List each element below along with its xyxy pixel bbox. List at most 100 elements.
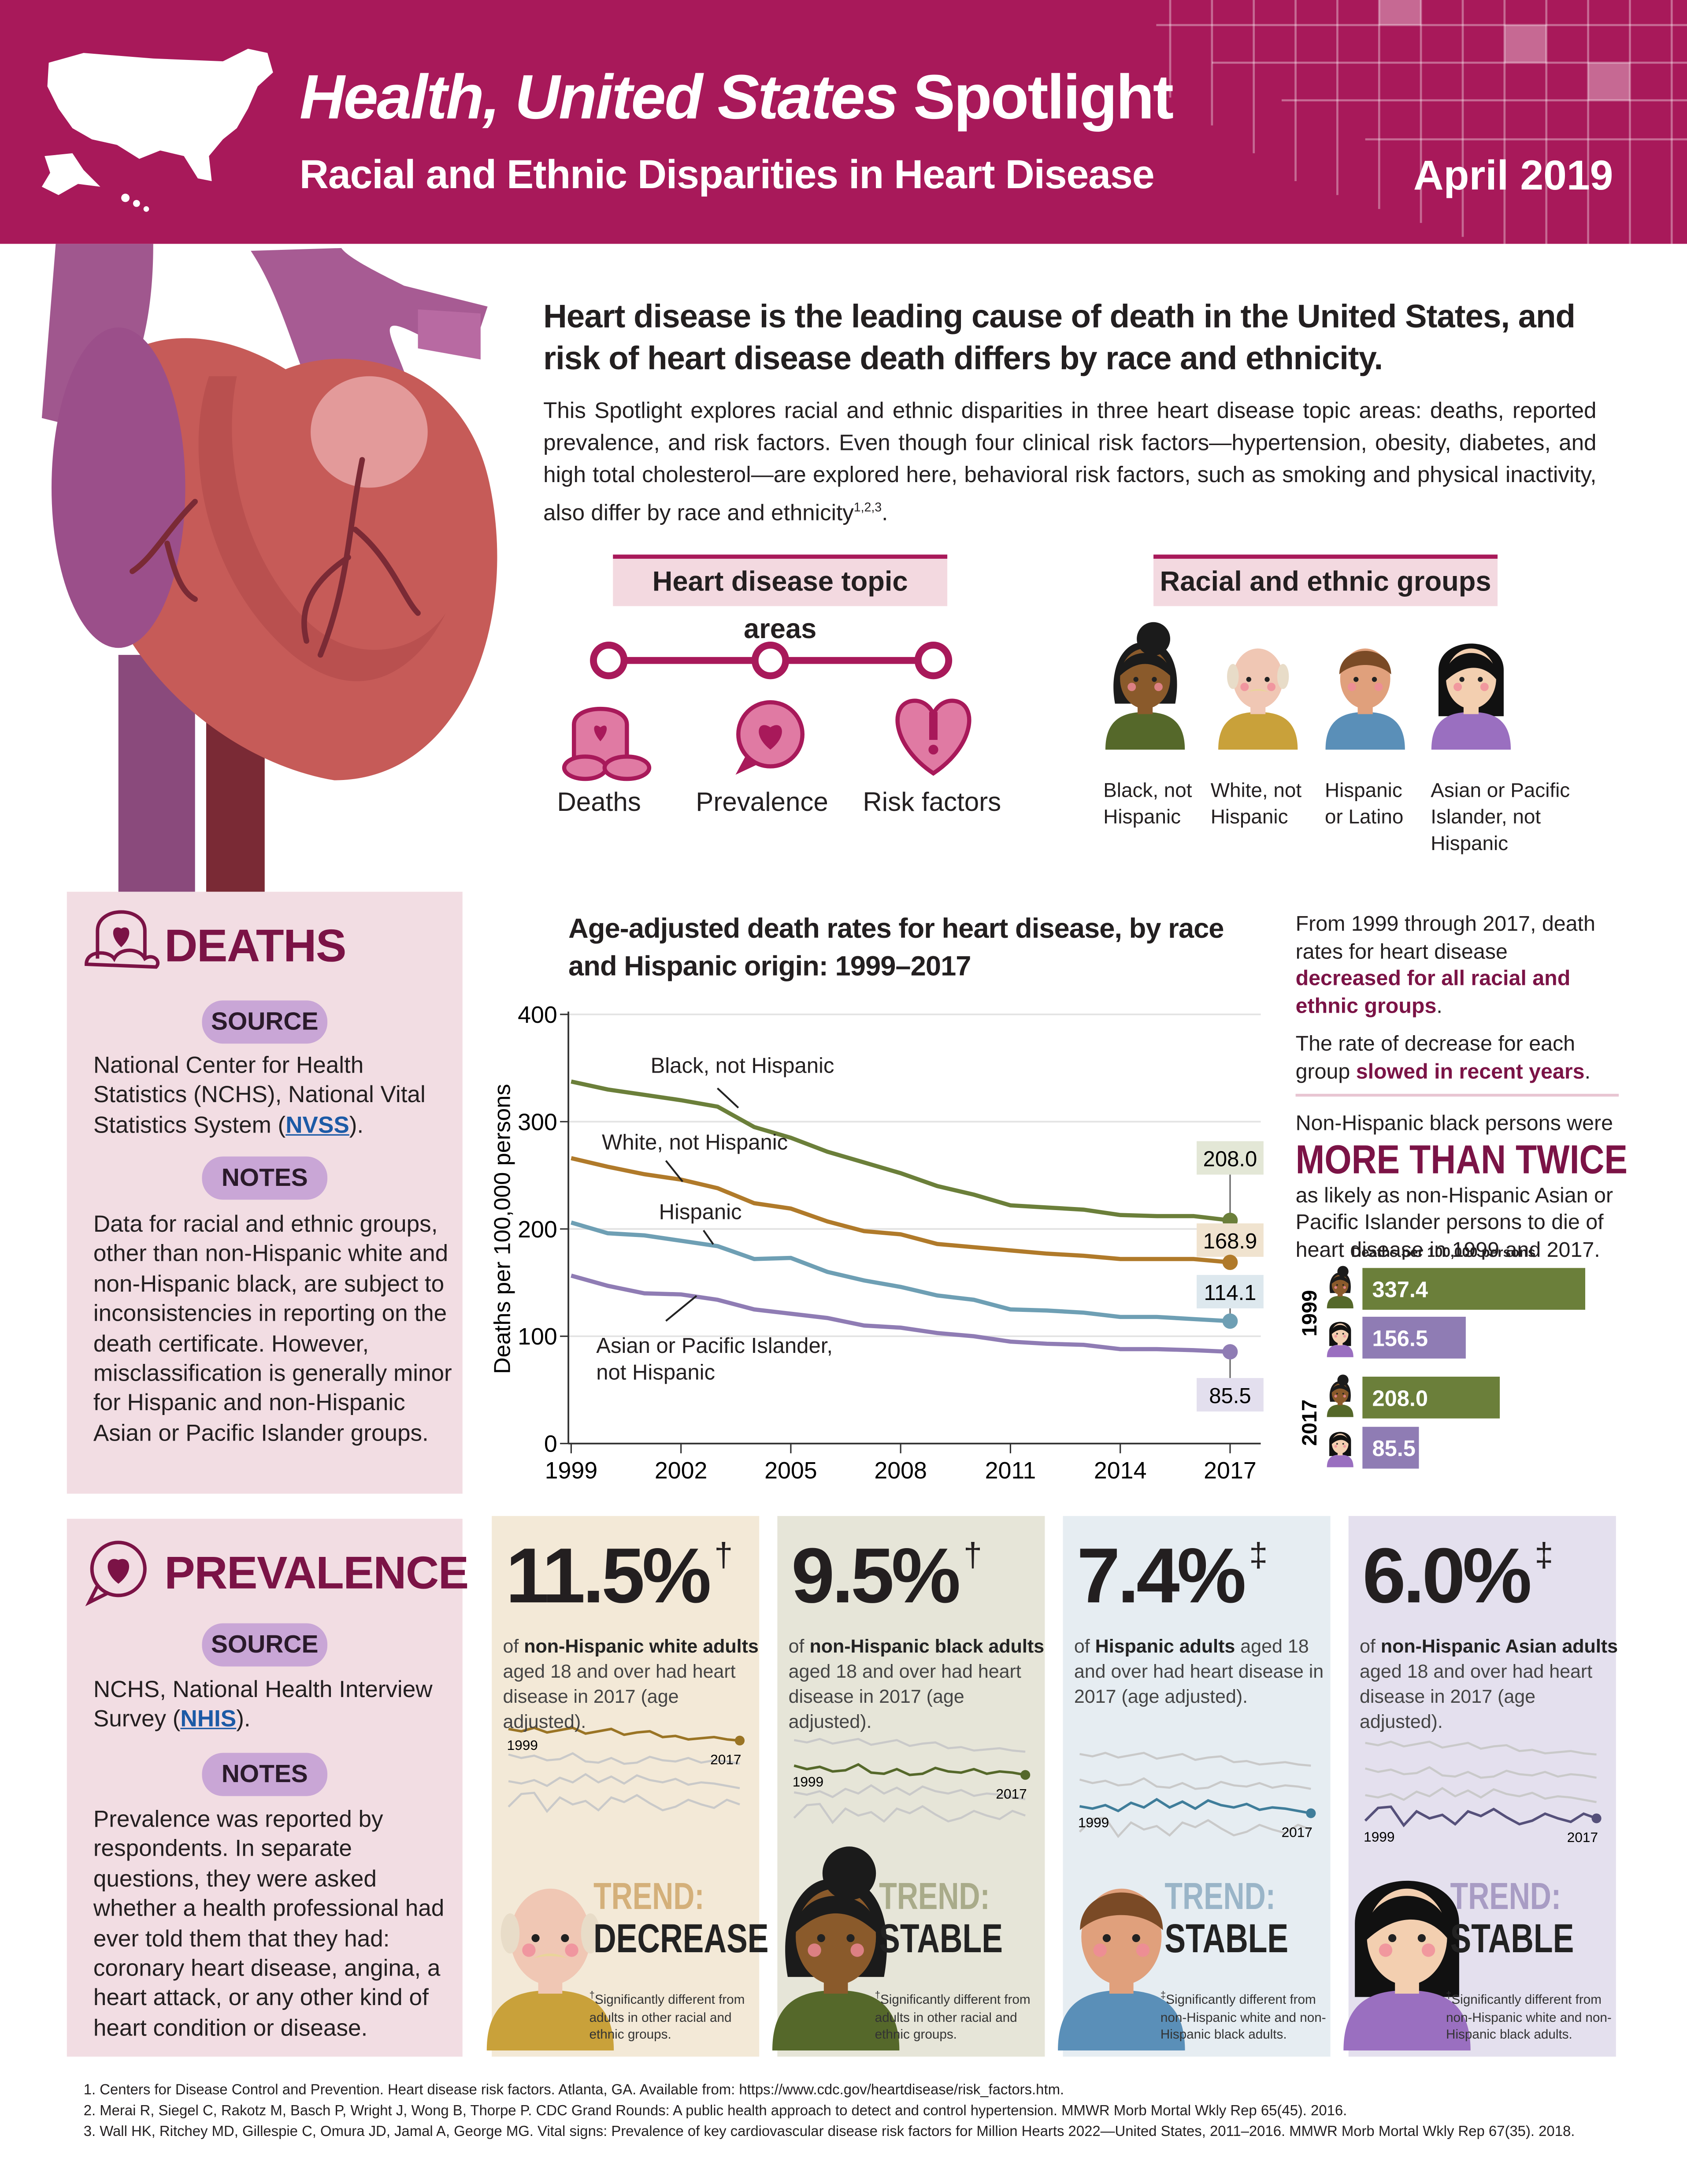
hair: [1331, 1435, 1350, 1445]
cheek: [1127, 683, 1136, 691]
pill-label: NOTES: [221, 1163, 308, 1192]
risk-factors-icon: [895, 698, 971, 776]
cheek: [1379, 1943, 1393, 1957]
shirt: [1325, 712, 1405, 750]
value-label: 114.1: [1204, 1281, 1256, 1305]
hair: [1331, 1385, 1349, 1393]
header-band: [0, 0, 1687, 244]
sparkline-end-label: 2017: [710, 1751, 741, 1767]
mustache: [1247, 689, 1268, 692]
hair: [1331, 1276, 1349, 1284]
value-label-box: [1197, 1141, 1264, 1175]
summary-text: From 1999 through 2017, death rates for …: [1295, 913, 1595, 964]
intro-text: This Spotlight explores racial and ethni…: [543, 398, 1597, 526]
series-name: Hispanic: [659, 1201, 742, 1225]
hair: [1227, 664, 1239, 689]
summary-emphasis: decreased for all racial and ethnic grou…: [1295, 967, 1571, 1018]
sparkline-start-label: 1999: [1364, 1829, 1394, 1845]
title-rest: Spotlight: [913, 61, 1174, 133]
series-name: Asian or Pacific Islander, not Hispanic: [596, 1335, 833, 1385]
cheek: [1136, 1943, 1150, 1957]
pill-label: SOURCE: [211, 1630, 319, 1658]
eye: [1132, 1934, 1140, 1943]
trend-label: TREND:: [1164, 1875, 1275, 1917]
title-rule: [613, 554, 948, 559]
intro-body: This Spotlight explores racial and ethni…: [543, 396, 1596, 530]
us-map: [41, 48, 273, 212]
topics-title: Heart disease topic areas: [652, 567, 908, 645]
bar-label: 208.0: [1372, 1385, 1428, 1411]
source-link[interactable]: NHIS: [180, 1706, 237, 1733]
stat-value: 7.4%: [1077, 1531, 1246, 1619]
source-part: ).: [349, 1111, 364, 1138]
sparkline: [508, 1773, 740, 1790]
sparkline: [508, 1752, 740, 1765]
eye: [1342, 1393, 1344, 1395]
summary-p1: From 1999 through 2017, death rates for …: [1296, 911, 1619, 1020]
sparkline-end: [1591, 1813, 1602, 1824]
value-label-box: [1197, 1378, 1264, 1412]
face-icon: [1218, 648, 1298, 750]
sparkline-start-label: 1999: [507, 1737, 538, 1753]
value-label: 168.9: [1203, 1229, 1257, 1253]
prevalence-icon: [735, 700, 805, 775]
eye: [1372, 677, 1377, 682]
stat-text-part: aged 18 and over had heart disease in 20…: [503, 1660, 736, 1732]
hair: [1443, 653, 1499, 683]
date: April 2019: [1413, 153, 1613, 200]
sparkline-end-label: 2017: [996, 1786, 1027, 1801]
bar-label: 85.5: [1372, 1436, 1415, 1461]
shirt: [1431, 712, 1511, 750]
stat-text-part: of: [788, 1636, 805, 1657]
source-text: National Center for Health Statistics (N…: [93, 1051, 453, 1140]
intro-end: .: [882, 501, 888, 526]
heart-illustration: [41, 244, 497, 892]
pill: [202, 1000, 328, 1044]
face-icon: [486, 1888, 614, 2051]
hair-bun: [822, 1846, 876, 1900]
shirt: [1327, 1455, 1353, 1467]
stat: 6.0% ‡: [1362, 1530, 1553, 1621]
group-label: Asian or Pacific Islander, not Hispanic: [1431, 780, 1570, 856]
eye: [1264, 677, 1270, 682]
name-leader: [716, 1087, 739, 1109]
trend-value: STABLE: [1450, 1917, 1574, 1962]
face-icon: [1327, 1266, 1353, 1309]
eye: [1336, 1443, 1338, 1445]
shirt: [1327, 1345, 1353, 1357]
hair: [1339, 651, 1391, 675]
trend-value: DECREASE: [593, 1917, 769, 1962]
value-label-box: [1197, 1275, 1264, 1309]
y-tick-label: 400: [518, 1002, 557, 1028]
source-link[interactable]: NVSS: [285, 1111, 349, 1138]
sparkline: [1365, 1766, 1597, 1779]
topic-label: Deaths: [557, 788, 641, 818]
shirt: [1058, 1990, 1185, 2051]
sparkline-start-label: 1999: [793, 1774, 823, 1790]
stat-text: of non-Hispanic black adults aged 18 and…: [789, 1634, 1048, 1735]
face-icon: [1343, 1880, 1471, 2051]
title: Health, United States Spotlight: [300, 61, 1174, 134]
intro-heading: Heart disease is the leading cause of de…: [543, 298, 1576, 376]
shirt: [1343, 1990, 1471, 2051]
summary-text: as likely as non-Hispanic Asian or Pacif…: [1295, 1184, 1613, 1262]
stat-value: 6.0%: [1362, 1531, 1532, 1619]
face-icon: [1105, 622, 1185, 750]
shirt: [772, 1990, 900, 2051]
eye: [1478, 677, 1483, 682]
end-point: [1222, 1344, 1238, 1359]
cheek: [1334, 1445, 1337, 1448]
hair: [794, 1896, 878, 1934]
face-icon: [1327, 1374, 1353, 1417]
hair: [1080, 1892, 1163, 1930]
end-point: [1222, 1313, 1238, 1329]
shirt: [1327, 1296, 1353, 1309]
footnote-mark: ‡: [1160, 1991, 1166, 2001]
x-tick-label: 2014: [1094, 1457, 1147, 1484]
cheek: [808, 1943, 821, 1957]
cheek: [1347, 683, 1356, 691]
footnote: ‡Significantly different from non-Hispan…: [1446, 1988, 1613, 2043]
stat: 7.4% ‡: [1077, 1530, 1268, 1621]
y-tick-label: 100: [518, 1323, 557, 1350]
